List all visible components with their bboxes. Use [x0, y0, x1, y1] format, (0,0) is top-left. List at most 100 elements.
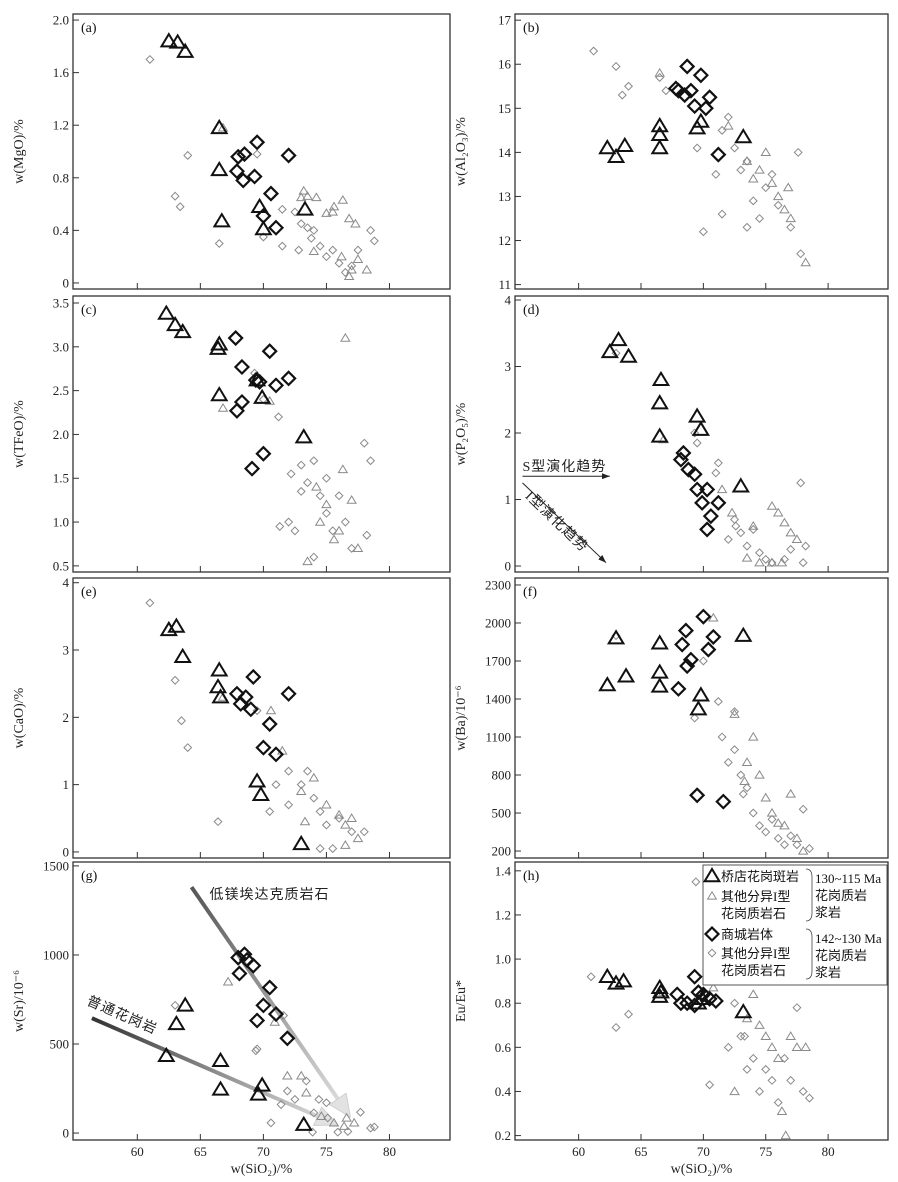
point-other-old	[767, 169, 777, 179]
point-other-young	[766, 500, 778, 510]
plot-frame	[514, 295, 889, 573]
point-shangcheng	[701, 89, 718, 106]
point-shangcheng	[251, 373, 268, 390]
plot-frame	[72, 295, 451, 573]
point-other-old	[284, 517, 294, 527]
point-shangcheng	[261, 979, 278, 996]
point-other-old	[301, 1076, 311, 1086]
y-tick-label: 0.8	[53, 170, 69, 185]
point-other-old	[804, 1093, 814, 1103]
point-other-old	[290, 1094, 300, 1104]
trend-arrow-head	[328, 1092, 352, 1119]
point-qiaodian	[211, 1080, 230, 1096]
point-other-young	[741, 156, 753, 165]
point-qiaodian	[650, 125, 669, 142]
point-other-old	[321, 1098, 331, 1108]
point-qiaodian	[159, 620, 178, 637]
point-other-old	[786, 222, 796, 232]
point-other-old	[296, 780, 306, 790]
y-tick-label: 3	[63, 643, 70, 658]
point-qiaodian	[651, 370, 671, 387]
point-other-old	[328, 245, 338, 255]
point-other-old	[761, 1064, 771, 1074]
point-other-old	[690, 713, 700, 723]
panel-label: (h)	[523, 869, 540, 884]
y-tick-label: 3	[505, 359, 512, 374]
point-shangcheng	[694, 494, 711, 511]
point-other-young	[741, 757, 753, 766]
point-qiaodian	[650, 427, 669, 443]
point-other-young	[747, 989, 759, 999]
panel-c: 0.5 1.0 1.5 2.0 2.5 3.0 3.5 w(TFeO)/% (c)	[12, 295, 451, 573]
point-other-old	[736, 770, 746, 780]
point-other-old	[589, 46, 599, 56]
point-shangcheng	[246, 168, 263, 185]
point-shangcheng	[236, 146, 253, 163]
annotation-i-type-trend: I型演化趋势	[522, 488, 591, 555]
point-other-young	[343, 271, 355, 281]
point-other-old	[717, 209, 727, 219]
point-other-old	[798, 558, 808, 568]
point-other-young	[321, 499, 332, 509]
point-qiaodian	[598, 967, 617, 983]
point-shangcheng	[245, 668, 262, 685]
panel-label: (f)	[523, 585, 537, 600]
point-other-young	[311, 481, 322, 491]
point-other-young	[341, 1112, 352, 1122]
point-qiaodian	[212, 212, 231, 228]
point-other-old	[183, 743, 193, 753]
point-shangcheng	[231, 965, 248, 982]
point-other-young	[222, 976, 234, 986]
point-qiaodian	[619, 347, 638, 363]
legend-group-age: 142~130 Ma	[815, 931, 882, 946]
point-qiaodian	[208, 678, 228, 694]
point-qiaodian	[157, 1046, 176, 1063]
y-axis-label: w(MgO)/%	[12, 119, 27, 184]
point-shangcheng	[267, 746, 285, 763]
y-tick-label: 0.2	[495, 1128, 511, 1143]
point-other-old	[362, 530, 372, 540]
point-other-young	[352, 543, 364, 552]
point-other-young	[741, 552, 753, 562]
point-other-young	[295, 786, 307, 796]
point-qiaodian	[210, 160, 229, 177]
point-shangcheng	[675, 444, 692, 462]
point-qiaodian	[650, 978, 669, 995]
plot-frame	[514, 861, 889, 1141]
point-other-old	[748, 1053, 758, 1063]
point-other-old	[796, 478, 806, 488]
y-tick-label: 1.0	[53, 515, 69, 530]
point-other-old	[730, 707, 740, 717]
point-shangcheng	[267, 1006, 285, 1023]
point-other-young	[785, 527, 796, 537]
point-qiaodian	[650, 987, 669, 1003]
point-qiaodian	[166, 315, 185, 332]
plot-frame	[514, 13, 889, 290]
point-other-young	[350, 218, 361, 228]
point-shangcheng	[249, 134, 266, 151]
point-other-young	[300, 1087, 312, 1097]
y-tick-label: 1.4	[495, 863, 512, 878]
point-other-young	[772, 1053, 784, 1063]
x-tick-label: 65	[634, 1144, 647, 1159]
point-other-young	[346, 813, 357, 822]
point-other-old	[713, 697, 723, 707]
point-other-young	[766, 1042, 778, 1051]
point-qiaodian	[616, 667, 636, 683]
panel-e: 0 1 2 3 4 w(CaO)/% (e)	[12, 575, 451, 859]
point-qiaodian	[211, 1051, 230, 1067]
point-other-old	[755, 821, 765, 831]
point-shangcheng	[710, 494, 727, 511]
point-other-young	[797, 845, 809, 855]
point-other-young	[265, 705, 277, 715]
point-other-young	[346, 494, 357, 504]
y-tick-label: 3.0	[53, 339, 69, 354]
point-qiaodian	[598, 139, 617, 155]
annotation-s-type-trend: S型演化趋势	[522, 459, 606, 475]
point-other-young	[308, 246, 320, 256]
point-shangcheng	[280, 685, 297, 702]
legend-bracket	[805, 928, 813, 980]
point-other-old	[748, 196, 758, 206]
point-other-old	[366, 225, 376, 235]
point-other-young	[302, 556, 313, 566]
